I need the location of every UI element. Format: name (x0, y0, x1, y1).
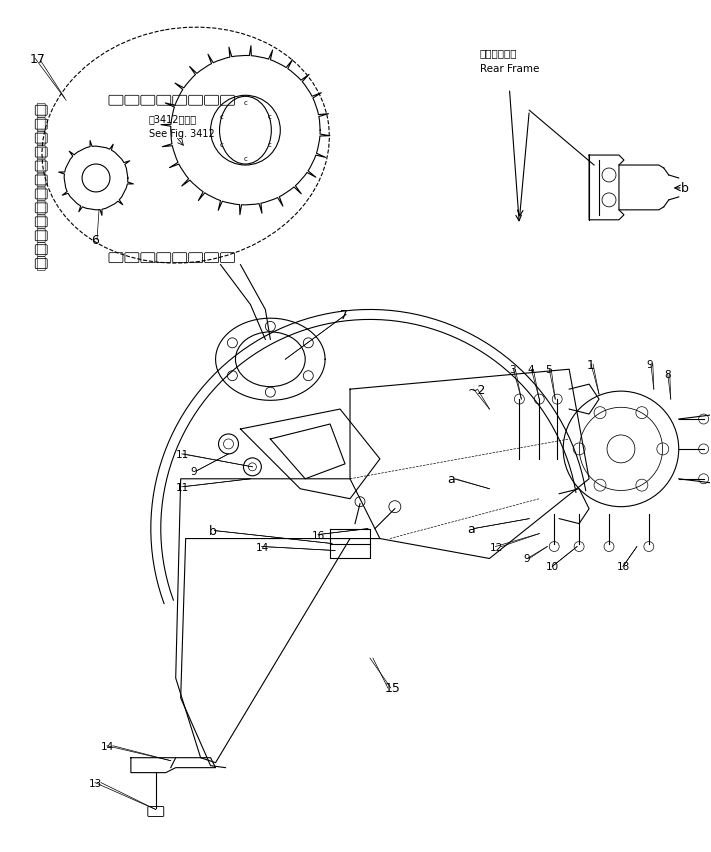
Text: 8: 8 (664, 370, 670, 380)
Text: b: b (208, 525, 216, 538)
Text: b: b (680, 182, 688, 195)
Text: リアフレーム: リアフレーム (479, 49, 517, 59)
Text: 9: 9 (647, 360, 653, 370)
Text: c: c (219, 114, 223, 120)
Text: 15: 15 (385, 682, 401, 694)
Text: 9: 9 (523, 554, 530, 564)
Text: c: c (243, 101, 247, 106)
Text: c: c (219, 142, 223, 148)
Text: 13: 13 (89, 778, 102, 788)
Text: 3: 3 (509, 365, 516, 375)
Text: 5: 5 (545, 365, 552, 375)
Text: 12: 12 (489, 542, 503, 552)
Text: 18: 18 (617, 561, 630, 572)
Text: c: c (243, 156, 247, 162)
Text: 第3412図参照: 第3412図参照 (149, 114, 197, 124)
Text: 14: 14 (255, 542, 269, 552)
Text: See Fig. 3412: See Fig. 3412 (149, 129, 215, 139)
Text: 9: 9 (191, 466, 197, 476)
Text: 10: 10 (546, 561, 560, 572)
Text: 7: 7 (340, 308, 348, 321)
Text: c: c (267, 114, 272, 120)
Text: 1: 1 (587, 359, 595, 371)
Text: Rear Frame: Rear Frame (479, 64, 539, 74)
Text: a: a (468, 522, 476, 535)
Text: 11: 11 (176, 482, 189, 492)
Text: ~2: ~2 (468, 383, 486, 396)
Text: a: a (448, 473, 455, 486)
Text: 4: 4 (528, 365, 534, 375)
Text: 16: 16 (312, 530, 326, 540)
Text: 6: 6 (91, 234, 99, 247)
Text: 17: 17 (29, 53, 46, 66)
Text: 11: 11 (176, 449, 189, 459)
Text: 14: 14 (101, 741, 114, 751)
Text: c: c (267, 142, 272, 148)
